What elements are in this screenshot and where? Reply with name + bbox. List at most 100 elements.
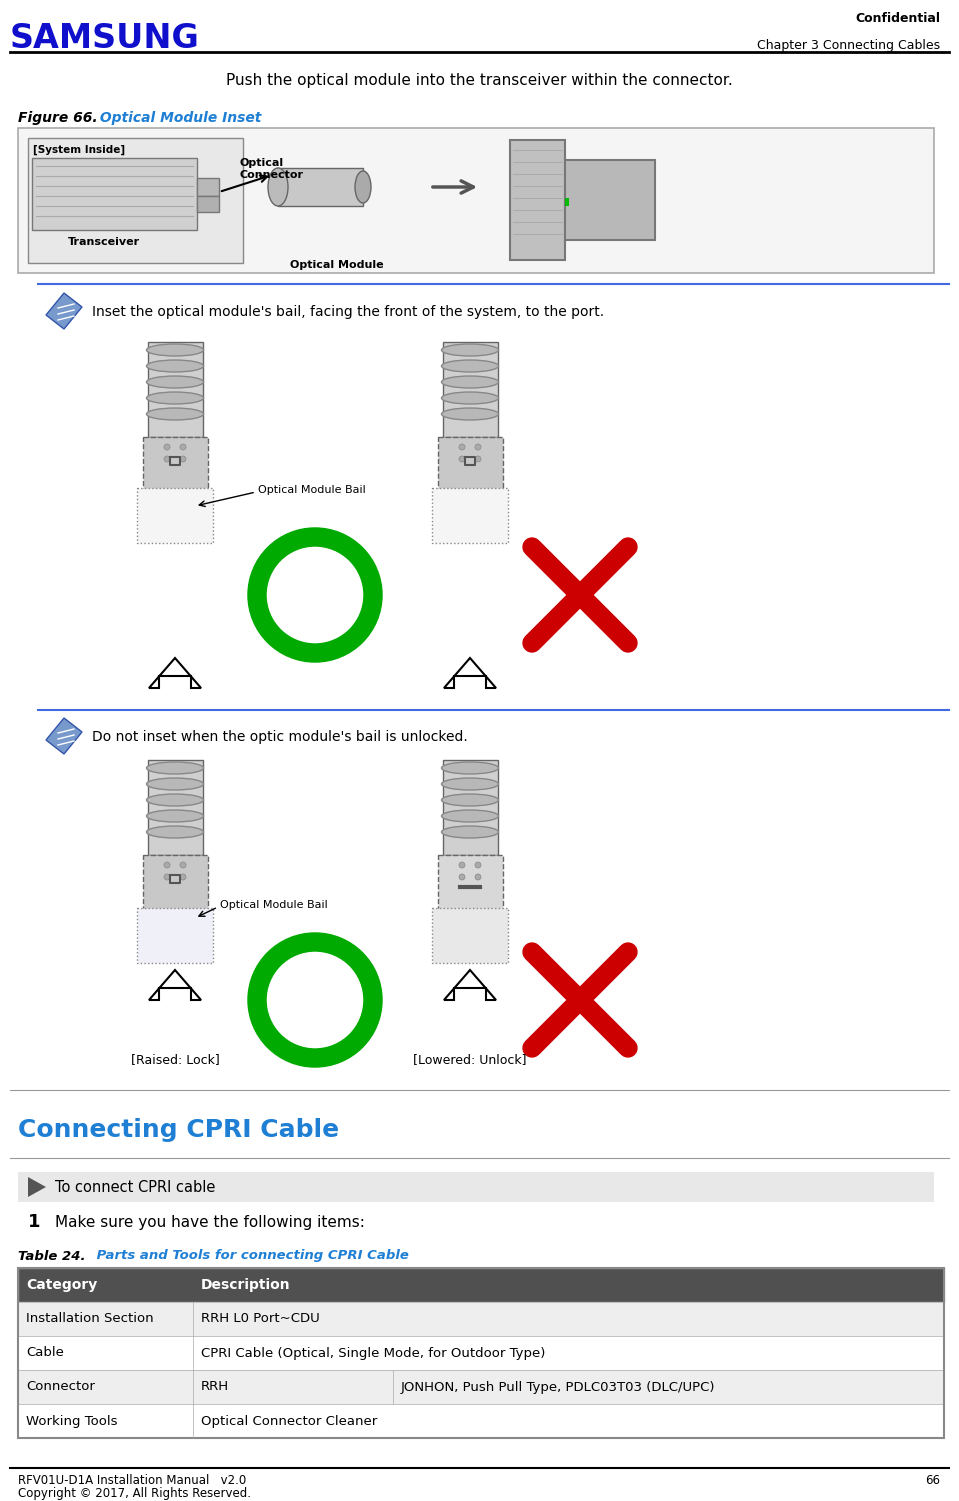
Bar — [28, 138, 243, 263]
Polygon shape — [444, 657, 496, 687]
Circle shape — [475, 444, 481, 450]
Ellipse shape — [147, 778, 203, 790]
Polygon shape — [149, 657, 201, 687]
Text: Figure 66.: Figure 66. — [18, 111, 98, 125]
Ellipse shape — [147, 392, 203, 404]
Circle shape — [164, 874, 170, 880]
Text: Category: Category — [26, 1277, 97, 1292]
Ellipse shape — [441, 360, 499, 372]
Text: Optical Module Inset: Optical Module Inset — [95, 111, 262, 125]
Bar — [18, 1403, 944, 1438]
Ellipse shape — [441, 763, 499, 775]
Text: Push the optical module into the transceiver within the connector.: Push the optical module into the transce… — [225, 72, 733, 87]
Polygon shape — [46, 717, 82, 754]
Text: 66: 66 — [925, 1474, 940, 1487]
Text: RFV01U-D1A Installation Manual   v2.0: RFV01U-D1A Installation Manual v2.0 — [18, 1474, 246, 1487]
Ellipse shape — [147, 763, 203, 775]
Bar — [18, 128, 934, 273]
Text: CPRI Cable (Optical, Single Mode, for Outdoor Type): CPRI Cable (Optical, Single Mode, for Ou… — [201, 1346, 546, 1360]
Bar — [18, 1301, 944, 1336]
Circle shape — [164, 444, 170, 450]
Text: Make sure you have the following items:: Make sure you have the following items: — [55, 1214, 364, 1229]
Text: Chapter 3 Connecting Cables: Chapter 3 Connecting Cables — [757, 39, 940, 53]
Ellipse shape — [147, 826, 203, 838]
Bar — [148, 342, 203, 437]
Bar — [32, 158, 197, 230]
Text: [Raised: Lock]: [Raised: Lock] — [130, 1054, 220, 1067]
Bar — [18, 1268, 944, 1301]
Bar — [18, 1336, 944, 1370]
Bar — [18, 1403, 944, 1438]
Text: Parts and Tools for connecting CPRI Cable: Parts and Tools for connecting CPRI Cabl… — [92, 1249, 409, 1262]
Text: RRH L0 Port~CDU: RRH L0 Port~CDU — [201, 1312, 319, 1325]
Text: Transceiver: Transceiver — [68, 237, 140, 248]
Circle shape — [180, 456, 186, 462]
Bar — [137, 908, 213, 964]
Bar — [510, 140, 565, 260]
Text: Installation Section: Installation Section — [26, 1312, 153, 1325]
Text: Optical Module Bail: Optical Module Bail — [220, 901, 328, 910]
Bar — [18, 1268, 944, 1438]
Text: [System Inside]: [System Inside] — [33, 146, 125, 155]
Circle shape — [459, 456, 465, 462]
Circle shape — [475, 874, 481, 880]
Bar — [18, 1336, 944, 1370]
Bar — [18, 1172, 934, 1202]
Circle shape — [257, 943, 373, 1058]
Text: Connecting CPRI Cable: Connecting CPRI Cable — [18, 1118, 339, 1142]
Ellipse shape — [441, 408, 499, 420]
Text: SAMSUNG: SAMSUNG — [10, 21, 199, 54]
Circle shape — [164, 456, 170, 462]
Polygon shape — [444, 970, 496, 1000]
Text: Optical
Connector: Optical Connector — [240, 158, 304, 180]
Ellipse shape — [441, 778, 499, 790]
Circle shape — [257, 537, 373, 653]
Bar — [197, 197, 219, 212]
Circle shape — [180, 862, 186, 868]
Polygon shape — [149, 970, 201, 1000]
Circle shape — [180, 444, 186, 450]
Ellipse shape — [147, 811, 203, 823]
Text: Copyright © 2017, All Rights Reserved.: Copyright © 2017, All Rights Reserved. — [18, 1486, 251, 1499]
Text: Optical Module: Optical Module — [290, 260, 384, 270]
Bar — [18, 1268, 944, 1301]
Bar — [197, 179, 219, 197]
Bar — [137, 488, 213, 543]
Text: Connector: Connector — [26, 1381, 95, 1393]
Bar — [438, 437, 503, 492]
Ellipse shape — [147, 794, 203, 806]
Circle shape — [475, 456, 481, 462]
Text: Confidential: Confidential — [855, 12, 940, 26]
Ellipse shape — [441, 375, 499, 387]
Bar — [143, 437, 208, 492]
Ellipse shape — [268, 168, 288, 206]
Ellipse shape — [441, 794, 499, 806]
Bar — [18, 1370, 944, 1403]
Text: [Lowered: Unlock]: [Lowered: Unlock] — [413, 1054, 526, 1067]
Polygon shape — [46, 293, 82, 329]
Text: 1: 1 — [28, 1213, 40, 1231]
Text: Do not inset when the optic module's bail is unlocked.: Do not inset when the optic module's bai… — [92, 729, 468, 744]
Bar — [18, 1301, 944, 1336]
Bar — [438, 856, 503, 910]
Ellipse shape — [355, 171, 371, 203]
Bar — [432, 488, 508, 543]
Text: Cable: Cable — [26, 1346, 64, 1360]
Text: Table 24.: Table 24. — [18, 1249, 85, 1262]
Ellipse shape — [147, 344, 203, 356]
Ellipse shape — [147, 408, 203, 420]
Text: JONHON, Push Pull Type, PDLC03T03 (DLC/UPC): JONHON, Push Pull Type, PDLC03T03 (DLC/U… — [401, 1381, 715, 1393]
Bar — [143, 856, 208, 910]
Ellipse shape — [441, 826, 499, 838]
Bar — [443, 342, 498, 437]
Circle shape — [459, 862, 465, 868]
Bar — [443, 760, 498, 856]
Circle shape — [475, 862, 481, 868]
Bar — [148, 760, 203, 856]
Ellipse shape — [441, 811, 499, 823]
Text: Optical Connector Cleaner: Optical Connector Cleaner — [201, 1414, 377, 1427]
Polygon shape — [28, 1177, 46, 1196]
Bar — [565, 198, 569, 206]
Ellipse shape — [147, 360, 203, 372]
Text: Working Tools: Working Tools — [26, 1414, 118, 1427]
